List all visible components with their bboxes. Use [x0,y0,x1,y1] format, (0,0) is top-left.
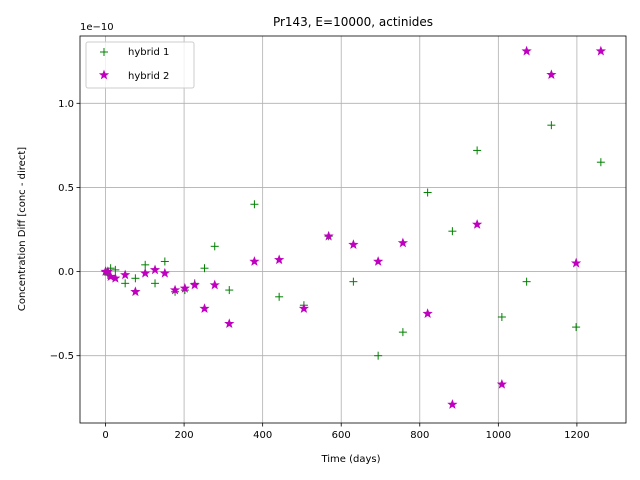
data-point-series-1 [522,277,531,286]
data-point-series-1 [398,328,407,337]
data-point-series-2 [249,256,260,266]
data-point-series-2 [120,269,131,280]
legend-marker-hybrid-2 [98,69,110,80]
data-point-series-1 [151,279,160,288]
data-point-series-1 [448,227,457,236]
data-point-series-2 [130,286,141,297]
x-tick-label: 200 [175,430,194,441]
data-point-series-2 [496,378,507,389]
legend-marker-star [98,69,110,80]
x-tick-label: 600 [332,430,351,441]
legend-marker-plus [100,48,108,56]
data-point-series-1 [497,312,506,321]
data-point-series-1 [473,146,482,155]
y-tick-label: 0.0 [58,267,74,278]
series-2 [100,45,606,409]
data-point-series-1 [596,158,605,167]
data-point-series-2 [105,271,116,281]
data-point-series-2 [110,272,121,283]
data-point-series-1 [141,260,150,269]
data-point-series-2 [274,254,285,265]
data-point-series-2 [397,237,408,248]
legend-label-hybrid-2: hybrid 2 [128,71,169,82]
x-tick-label: 800 [410,430,429,441]
data-point-series-2 [348,239,359,249]
data-point-series-2 [571,257,582,268]
data-point-series-2 [298,303,309,313]
data-point-series-1 [225,286,234,295]
data-points [100,45,606,409]
y-tick-label: 1.0 [58,99,74,110]
x-tick-label: 400 [253,430,272,441]
data-point-series-2 [422,308,433,318]
data-point-series-1 [200,264,209,273]
data-point-series-2 [224,318,235,329]
x-tick-label: 1200 [564,430,589,441]
data-point-series-2 [169,284,181,295]
y-tick-label: 0.5 [58,183,74,194]
data-point-series-2 [179,283,190,293]
data-point-series-2 [159,267,170,278]
data-point-series-2 [199,303,210,313]
chart-title: Pr143, E=10000, actinides [273,15,433,29]
data-point-series-2 [102,266,113,276]
y-axis-label: Concentration Diff [conc - direct] [17,147,28,311]
y-tick-label: −0.5 [50,351,74,362]
data-point-series-1 [349,277,358,286]
x-tick-label: 1000 [486,430,511,441]
axis-ticks: 0 200 400 600 800 1000 1200 −0.5 0.0 0.5 1.0 [50,99,590,441]
data-point-series-1 [572,323,581,332]
legend-frame [85,41,195,89]
data-point-series-1 [131,274,140,283]
data-point-series-1 [121,279,130,288]
plot-frame [79,35,627,424]
data-point-series-2 [323,230,334,241]
data-point-series-1 [374,351,383,360]
legend-marker-hybrid-1 [100,48,108,56]
data-point-series-1 [423,188,432,197]
data-point-series-2 [189,279,200,290]
series-1 [101,121,605,360]
grid [80,36,626,423]
data-point-series-2 [149,264,161,275]
data-point-series-1 [160,257,169,266]
data-point-series-1 [275,292,284,301]
data-point-series-2 [595,45,606,56]
data-point-series-2 [140,267,151,278]
data-point-series-1 [250,200,259,209]
legend-label-hybrid-1: hybrid 1 [128,47,169,58]
x-tick-label: 0 [102,430,108,441]
plot-background [80,36,626,423]
y-offset-text: 1e−10 [80,22,114,33]
data-point-series-1 [210,242,219,251]
data-point-series-2 [373,256,384,266]
legend: hybrid 1 hybrid 2 [85,41,195,89]
data-point-series-2 [472,219,483,229]
data-point-series-2 [447,399,458,409]
data-point-series-1 [547,121,556,130]
data-point-series-2 [209,279,220,290]
x-axis-label: Time (days) [320,454,380,465]
data-point-series-2 [521,45,532,56]
data-point-series-2 [546,69,557,80]
data-point-series-1 [111,265,120,274]
